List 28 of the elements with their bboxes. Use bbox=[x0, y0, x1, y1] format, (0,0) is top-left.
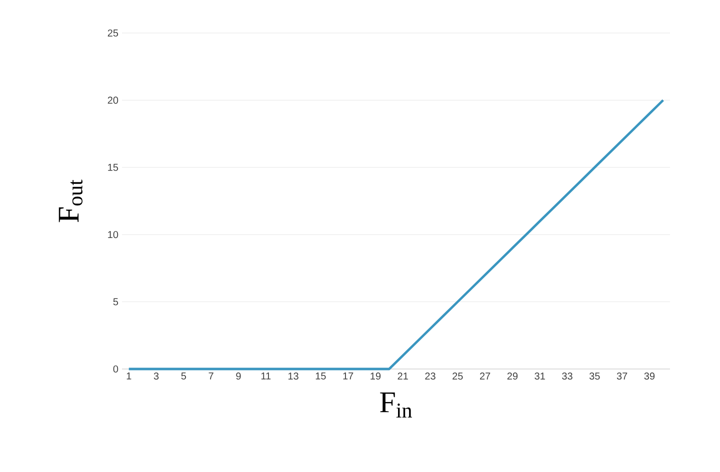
x-tick-label: 5 bbox=[181, 372, 186, 380]
x-tick-label: 17 bbox=[343, 372, 354, 380]
x-tick-label: 23 bbox=[425, 372, 436, 380]
x-tick-label: 11 bbox=[261, 372, 271, 380]
x-tick-label: 19 bbox=[370, 372, 381, 380]
x-tick-label: 15 bbox=[316, 372, 326, 380]
x-tick-label: 3 bbox=[154, 372, 159, 380]
x-axis-title: F$_{in}$ bbox=[380, 392, 412, 418]
x-tick-label: 9 bbox=[236, 372, 241, 380]
x-tick-label: 21 bbox=[398, 372, 408, 380]
y-tick-label: 20 bbox=[108, 96, 118, 104]
x-tick-label: 1 bbox=[126, 372, 132, 380]
y-tick-label: 25 bbox=[108, 29, 118, 37]
x-tick-label: 35 bbox=[589, 372, 600, 380]
y-tick-label: 15 bbox=[108, 164, 118, 171]
x-tick-label: 25 bbox=[452, 372, 463, 380]
x-tick-label: 31 bbox=[534, 372, 545, 380]
x-tick-label: 27 bbox=[480, 372, 490, 380]
x-tick-label: 13 bbox=[288, 372, 298, 380]
y-tick-label: 5 bbox=[113, 298, 118, 306]
x-tick-label: 7 bbox=[208, 372, 214, 380]
x-tick-label: 37 bbox=[616, 372, 628, 380]
y-axis-title: F$_{out}$ bbox=[58, 180, 82, 222]
x-tick-label: 33 bbox=[562, 372, 572, 380]
y-tick-label: 0 bbox=[113, 365, 118, 373]
x-tick-label: 39 bbox=[644, 372, 655, 380]
x-tick-label: 29 bbox=[507, 372, 518, 380]
y-tick-label: 10 bbox=[108, 231, 118, 238]
